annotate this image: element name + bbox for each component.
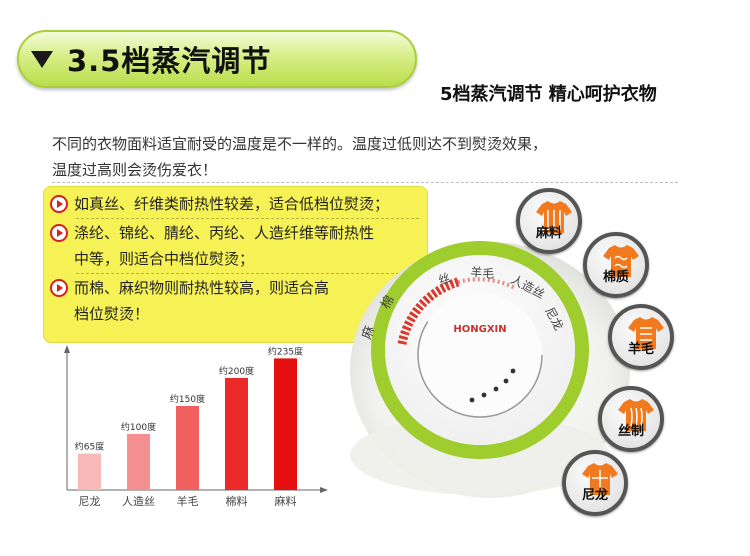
arrow-right-icon xyxy=(50,195,68,213)
badge-label: 丝制 xyxy=(617,424,644,439)
badge-label: 尼龙 xyxy=(581,488,608,503)
bar xyxy=(127,434,150,490)
dial-dots xyxy=(469,368,516,403)
dial-mark: 丝 xyxy=(436,271,452,288)
intro-paragraph: 不同的衣物面料适宜耐受的温度是不一样的。温度过低则达不到熨烫效果， 温度过高则会… xyxy=(52,131,692,183)
dial-mark: 棉 xyxy=(378,293,397,312)
badge-label: 棉质 xyxy=(602,270,629,285)
badge-label: 羊毛 xyxy=(627,342,654,357)
x-tick-label: 棉料 xyxy=(226,494,248,508)
divider xyxy=(76,273,419,274)
fabric-badge-cotton: 棉质 xyxy=(583,232,649,298)
x-axis-arrow xyxy=(320,487,328,493)
divider xyxy=(52,182,678,183)
shirt-icon xyxy=(536,201,572,233)
bar xyxy=(274,358,297,490)
triangle-down-icon xyxy=(31,50,53,68)
steam-dial-image: 麻 棉 丝 羊毛 人造丝 尼龙 HONGXIN xyxy=(350,241,630,498)
bar xyxy=(176,406,199,490)
fabric-badge-nylon: 尼龙 xyxy=(562,450,628,516)
section-subtitle: 5档蒸汽调节 精心呵护衣物 xyxy=(440,84,657,105)
section-title: 3.5档蒸汽调节 xyxy=(67,44,272,78)
badge-label: 麻料 xyxy=(535,226,562,241)
arrow-right-icon xyxy=(50,279,68,297)
bar xyxy=(225,378,248,490)
intro-line: 温度过高则会烫伤爱衣！ xyxy=(52,161,218,179)
dial-brand: HONGXIN xyxy=(453,324,506,335)
bar-data-label: 约200度 xyxy=(219,365,254,377)
bar-data-label: 约100度 xyxy=(121,421,156,433)
bar xyxy=(78,453,101,490)
dial-mark: 麻 xyxy=(360,324,379,341)
tips-panel: 如真丝、纤维类耐热性较差，适合低档位熨烫； 涤纶、锦纶、腈纶、丙纶、人造纤维等耐… xyxy=(43,186,428,343)
x-tick-label: 尼龙 xyxy=(79,495,101,508)
tip-text: 涤纶、锦纶、腈纶、丙纶、人造纤维等耐热性 中等，则适合中档位熨烫； xyxy=(74,224,375,268)
dial-inner-circle xyxy=(417,292,543,418)
fabric-badge-linen: 麻料 xyxy=(516,188,582,254)
tip-item: 如真丝、纤维类耐热性较差，适合低档位熨烫； xyxy=(48,191,427,217)
bar-data-label: 约235度 xyxy=(268,345,303,357)
shirt-icon xyxy=(603,245,639,277)
tip-text: 而棉、麻织物则耐热性较高，则适合高 档位熨烫！ xyxy=(74,279,330,323)
tip-text: 如真丝、纤维类耐热性较差，适合低档位熨烫； xyxy=(74,195,390,213)
x-tick-label: 人造丝 xyxy=(122,494,155,508)
arrow-right-icon xyxy=(50,224,68,242)
shirt-icon xyxy=(628,317,664,349)
section-title-banner: 3.5档蒸汽调节 xyxy=(17,30,417,88)
tip-item: 涤纶、锦纶、腈纶、丙纶、人造纤维等耐热性 中等，则适合中档位熨烫； xyxy=(48,220,427,272)
shirt-icon xyxy=(582,463,618,495)
y-axis-arrow xyxy=(64,345,70,353)
fabric-badge-wool: 羊毛 xyxy=(608,304,674,370)
x-tick-label: 羊毛 xyxy=(177,494,199,508)
shirt-icon xyxy=(618,399,654,431)
bar-data-label: 约150度 xyxy=(170,393,205,405)
tip-item: 而棉、麻织物则耐热性较高，则适合高 档位熨烫！ xyxy=(48,275,427,327)
intro-line: 不同的衣物面料适宜耐受的温度是不一样的。温度过低则达不到熨烫效果， xyxy=(52,135,548,153)
divider xyxy=(76,218,419,219)
fabric-badge-silk: 丝制 xyxy=(598,386,664,452)
dial-mark: 羊毛 xyxy=(470,264,495,281)
x-tick-label: 麻料 xyxy=(275,494,297,508)
bar-data-label: 约65度 xyxy=(75,441,104,453)
dial-green-ring xyxy=(371,241,589,459)
